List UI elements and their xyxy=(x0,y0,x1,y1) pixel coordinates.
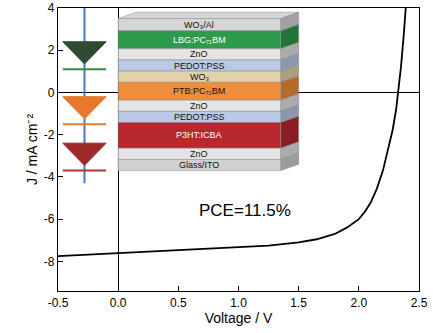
svg-text:ZnO: ZnO xyxy=(190,149,208,159)
svg-text:J / mA cm⁻²: J / mA cm⁻² xyxy=(24,114,40,185)
svg-text:2.5: 2.5 xyxy=(411,296,428,310)
svg-text:LBG:PC₇₁BM: LBG:PC₇₁BM xyxy=(173,35,226,45)
svg-text:WO₃/Al: WO₃/Al xyxy=(184,20,214,30)
svg-text:PTB:PC₇₁BM: PTB:PC₇₁BM xyxy=(173,86,225,96)
svg-text:Glass/ITO: Glass/ITO xyxy=(179,160,219,170)
svg-text:-2: -2 xyxy=(44,128,55,142)
svg-text:2: 2 xyxy=(48,43,55,57)
svg-text:P3HT:ICBA: P3HT:ICBA xyxy=(176,130,222,140)
svg-text:-8: -8 xyxy=(44,255,55,269)
svg-text:Voltage / V: Voltage / V xyxy=(205,310,273,326)
svg-text:-6: -6 xyxy=(44,212,55,226)
svg-text:ZnO: ZnO xyxy=(190,101,208,111)
svg-text:2.0: 2.0 xyxy=(350,296,367,310)
svg-text:PEDOT:PSS: PEDOT:PSS xyxy=(174,112,225,122)
svg-text:0.0: 0.0 xyxy=(110,296,127,310)
svg-text:WO₃: WO₃ xyxy=(190,72,209,82)
svg-text:0: 0 xyxy=(48,86,55,100)
svg-text:-4: -4 xyxy=(44,170,55,184)
svg-text:PEDOT:PSS: PEDOT:PSS xyxy=(174,61,225,71)
svg-text:-0.5: -0.5 xyxy=(48,296,69,310)
svg-text:PCE=11.5%: PCE=11.5% xyxy=(199,201,291,220)
svg-text:1.5: 1.5 xyxy=(290,296,307,310)
svg-text:0.5: 0.5 xyxy=(170,296,187,310)
svg-text:ZnO: ZnO xyxy=(190,49,208,59)
svg-text:4: 4 xyxy=(48,1,55,15)
svg-text:1.0: 1.0 xyxy=(230,296,247,310)
